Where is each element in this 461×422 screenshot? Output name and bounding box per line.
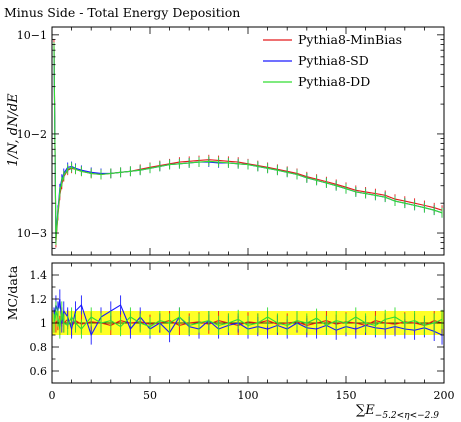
x-axis-label: ∑E−5.2<η<−2.9: [356, 403, 439, 421]
main-ticks: 10−1 10−2 10−3: [17, 27, 445, 256]
legend-entry-dd: Pythia8-DD: [263, 74, 370, 89]
main-y-tick-label: 10−2: [17, 128, 47, 141]
ratio-y-tick-label: 0.8: [30, 341, 48, 354]
ratio-y-axis-label: MC/data: [5, 265, 20, 320]
ratio-ticks: 0.6 0.8 1 1.2 1.4 0 50 100 150 200: [30, 262, 455, 402]
ratio-x-tick-label: 150: [336, 389, 357, 402]
main-series-line-0: [53, 44, 443, 243]
ratio-y-tick-label: 1.4: [30, 269, 48, 282]
main-panel-frame: [51, 26, 445, 256]
x-axis-label-subscript: −5.2<η<−2.9: [375, 411, 439, 421]
ratio-series-layer: [53, 289, 443, 345]
ratio-x-tick-label: 100: [238, 389, 259, 402]
ratio-y-tick-label: 1.2: [30, 293, 48, 306]
ratio-panel: 0.6 0.8 1 1.2 1.4 0 50 100 150 200: [30, 262, 455, 402]
legend-entry-sd: Pythia8-SD: [263, 53, 369, 68]
main-panel: 10−1 10−2 10−3: [17, 26, 445, 256]
legend: Pythia8-MinBias Pythia8-SD Pythia8-DD: [263, 32, 402, 89]
legend-entry-minbias: Pythia8-MinBias: [263, 32, 402, 47]
legend-label-minbias: Pythia8-MinBias: [298, 32, 402, 47]
x-axis-label-main: ∑E: [356, 403, 375, 418]
main-y-axis-label: 1/N, dN/dE: [6, 93, 21, 167]
ratio-y-tick-label: 1: [40, 317, 47, 330]
legend-label-sd: Pythia8-SD: [298, 53, 369, 68]
ratio-x-tick-label: 50: [143, 389, 157, 402]
ratio-x-tick-label: 0: [49, 389, 56, 402]
main-y-tick-label: 10−3: [17, 227, 47, 240]
ratio-y-tick-label: 0.6: [30, 365, 48, 378]
main-series-line-2: [53, 47, 443, 241]
main-series-line-1: [53, 50, 443, 238]
main-y-tick-label: 10−1: [17, 29, 47, 42]
legend-label-dd: Pythia8-DD: [298, 74, 370, 89]
plot-title: Minus Side - Total Energy Deposition: [4, 5, 240, 20]
main-series-layer: [53, 39, 443, 248]
ratio-x-tick-label: 200: [434, 389, 455, 402]
